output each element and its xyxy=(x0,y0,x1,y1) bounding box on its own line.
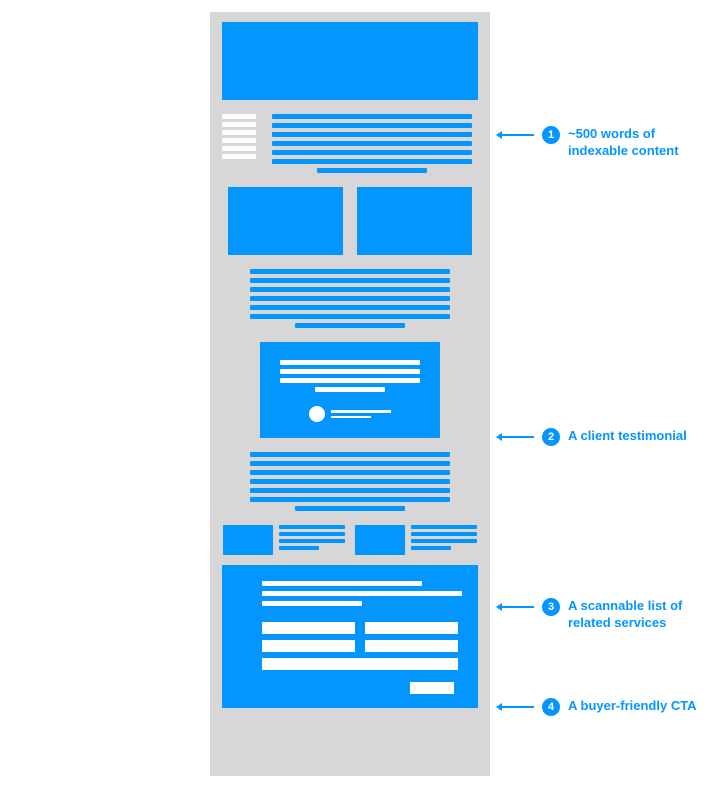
image-box xyxy=(357,187,472,255)
annotation-label: ~500 words of indexable content xyxy=(568,126,718,160)
arrow-icon xyxy=(502,606,534,608)
form-field xyxy=(365,622,458,634)
service-thumb xyxy=(355,525,405,555)
arrow-icon xyxy=(502,436,534,438)
sidebar-lines xyxy=(222,114,256,159)
service-lines xyxy=(279,525,345,555)
wireframe-mock xyxy=(210,12,490,776)
cta-heading-lines xyxy=(242,581,458,606)
form-field xyxy=(262,640,355,652)
form-field xyxy=(262,658,458,670)
cta-block xyxy=(222,565,478,708)
related-services xyxy=(222,525,478,555)
annotation-label: A buyer-friendly CTA xyxy=(568,698,697,715)
body-lines-2 xyxy=(222,269,478,328)
image-box xyxy=(228,187,343,255)
service-item xyxy=(355,525,477,555)
testimonial-wrap xyxy=(222,342,478,438)
annotation-3: 3 A scannable list of related services xyxy=(502,598,718,632)
cta-button-placeholder xyxy=(410,682,454,694)
body-lines-1 xyxy=(266,114,478,173)
annotation-label: A scannable list of related services xyxy=(568,598,718,632)
badge-number: 4 xyxy=(542,698,560,716)
arrow-icon xyxy=(502,706,534,708)
arrow-icon xyxy=(502,134,534,136)
annotation-label: A client testimonial xyxy=(568,428,687,445)
image-pair xyxy=(222,187,478,255)
annotation-4: 4 A buyer-friendly CTA xyxy=(502,698,697,716)
form-field xyxy=(365,640,458,652)
hero-block xyxy=(222,22,478,100)
badge-number: 3 xyxy=(542,598,560,616)
body-lines-3 xyxy=(222,452,478,511)
cta-form-row xyxy=(262,622,458,634)
cta-form-row xyxy=(262,640,458,652)
annotation-2: 2 A client testimonial xyxy=(502,428,687,446)
service-thumb xyxy=(223,525,273,555)
form-field xyxy=(262,622,355,634)
testimonial-card xyxy=(260,342,440,438)
annotation-1: 1 ~500 words of indexable content xyxy=(502,126,718,160)
badge-number: 1 xyxy=(542,126,560,144)
service-item xyxy=(223,525,345,555)
content-block-1 xyxy=(222,114,478,173)
cta-form-row xyxy=(262,658,458,670)
service-lines xyxy=(411,525,477,555)
avatar-icon xyxy=(309,406,325,422)
badge-number: 2 xyxy=(542,428,560,446)
